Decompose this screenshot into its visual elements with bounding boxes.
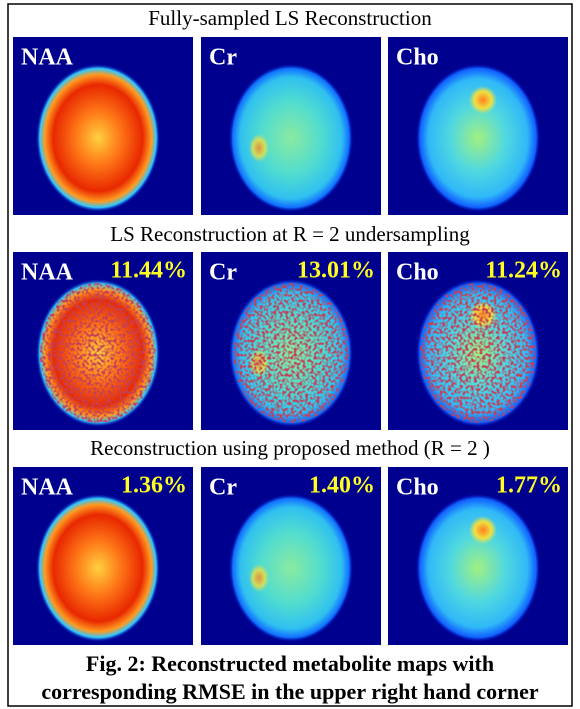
- map-panel: NAA 11.44%: [13, 252, 193, 430]
- row-title: Reconstruction using proposed method (R …: [90, 436, 490, 460]
- brain-map: [36, 494, 160, 642]
- hot-spot: [469, 516, 497, 544]
- brain-map: [229, 494, 353, 642]
- metabolite-label: NAA: [21, 260, 74, 286]
- brain-map: [416, 64, 540, 212]
- caption-line: Fig. 2: Reconstructed metabolite maps wi…: [86, 651, 494, 676]
- hot-spot: [249, 564, 269, 592]
- metabolite-label: Cr: [209, 475, 237, 501]
- metabolite-label: Cho: [396, 475, 439, 501]
- rmse-value: 11.24%: [485, 258, 562, 284]
- metabolite-label: NAA: [21, 475, 74, 501]
- rmse-value: 13.01%: [297, 258, 375, 284]
- brain-map: [229, 64, 353, 212]
- noise-overlay: [233, 283, 349, 423]
- metabolite-label: Cho: [396, 45, 439, 71]
- caption-line: corresponding RMSE in the upper right ha…: [41, 679, 539, 704]
- map-panel: NAA 1.36%: [13, 467, 193, 645]
- metabolite-label: Cho: [396, 260, 439, 286]
- metabolite-label: Cr: [209, 260, 237, 286]
- content: Fully-sampled LS Reconstruction NAA Cr Cho L…: [13, 6, 568, 704]
- metabolite-label: Cr: [209, 45, 237, 71]
- hot-spot: [469, 86, 497, 114]
- map-panel: Cho 1.77%: [388, 467, 568, 645]
- metabolite-label: NAA: [21, 45, 74, 71]
- hot-spot: [249, 134, 269, 162]
- rmse-value: 1.40%: [309, 473, 375, 499]
- row-title: LS Reconstruction at R = 2 undersampling: [110, 222, 470, 246]
- map-panel: Cho: [388, 37, 568, 215]
- noise-overlay: [420, 283, 536, 423]
- brain-map: [36, 64, 160, 212]
- rmse-value: 11.44%: [110, 258, 187, 284]
- map-panel: Cho 11.24%: [388, 252, 568, 430]
- map-panel: Cr: [201, 37, 381, 215]
- rmse-value: 1.36%: [121, 473, 187, 499]
- row-title: Fully-sampled LS Reconstruction: [148, 6, 432, 30]
- figure: Fully-sampled LS Reconstruction NAA Cr Cho L…: [0, 0, 580, 709]
- rmse-value: 1.77%: [496, 473, 562, 499]
- map-panel: Cr 13.01%: [201, 252, 381, 430]
- map-panel: Cr 1.40%: [201, 467, 381, 645]
- noise-overlay: [40, 283, 156, 423]
- brain-map: [416, 494, 540, 642]
- map-panel: NAA: [13, 37, 193, 215]
